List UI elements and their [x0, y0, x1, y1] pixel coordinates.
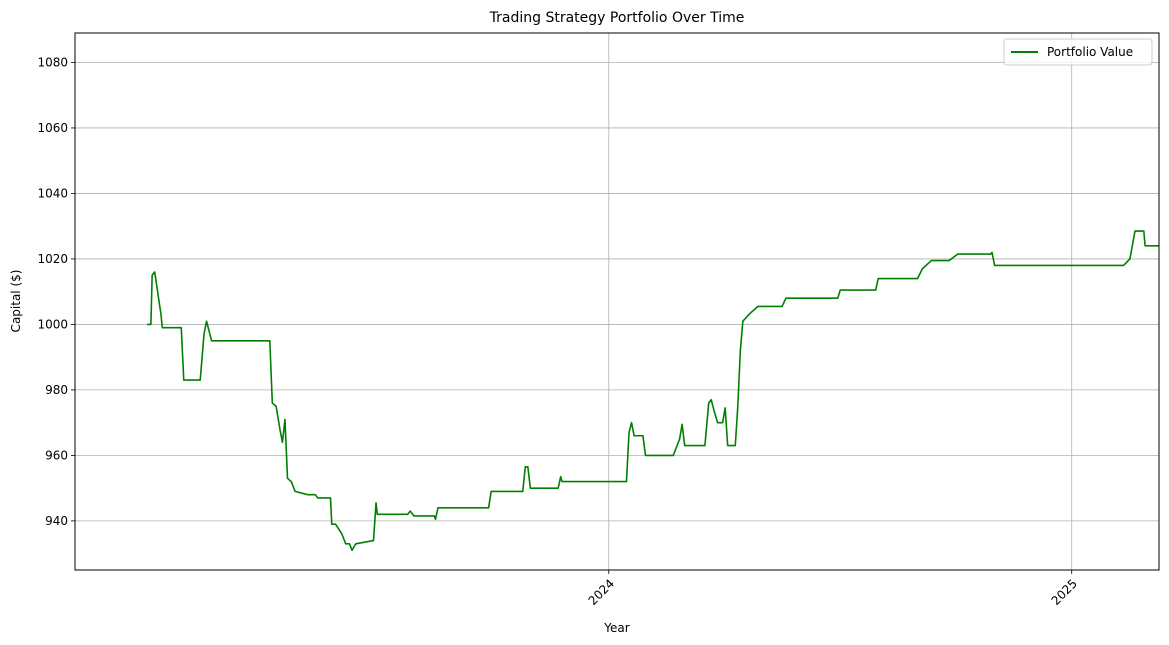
chart-title: Trading Strategy Portfolio Over Time — [489, 10, 745, 26]
y-tick-label: 1000 — [37, 317, 68, 331]
y-axis-title: Capital ($) — [9, 270, 23, 333]
legend: Portfolio Value — [1003, 38, 1153, 66]
y-tick-label: 1040 — [37, 186, 68, 200]
legend-label: Portfolio Value — [1047, 45, 1133, 59]
y-tick-label: 960 — [45, 448, 68, 462]
y-axis-ticks: 940 960 980 1000 1020 1040 1060 1080 — [37, 55, 75, 528]
y-tick-label: 1060 — [37, 121, 68, 135]
y-tick-label: 980 — [45, 383, 68, 397]
y-tick-label: 1080 — [37, 55, 68, 69]
series-line-portfolio-value — [147, 230, 1159, 552]
series-layer — [147, 230, 1159, 552]
grid-lines — [75, 33, 1159, 570]
x-axis-title: Year — [603, 621, 629, 635]
plot-frame — [74, 32, 1160, 571]
legend-box — [1003, 38, 1153, 66]
y-tick-label: 940 — [45, 514, 68, 528]
y-tick-label: 1020 — [37, 252, 68, 266]
